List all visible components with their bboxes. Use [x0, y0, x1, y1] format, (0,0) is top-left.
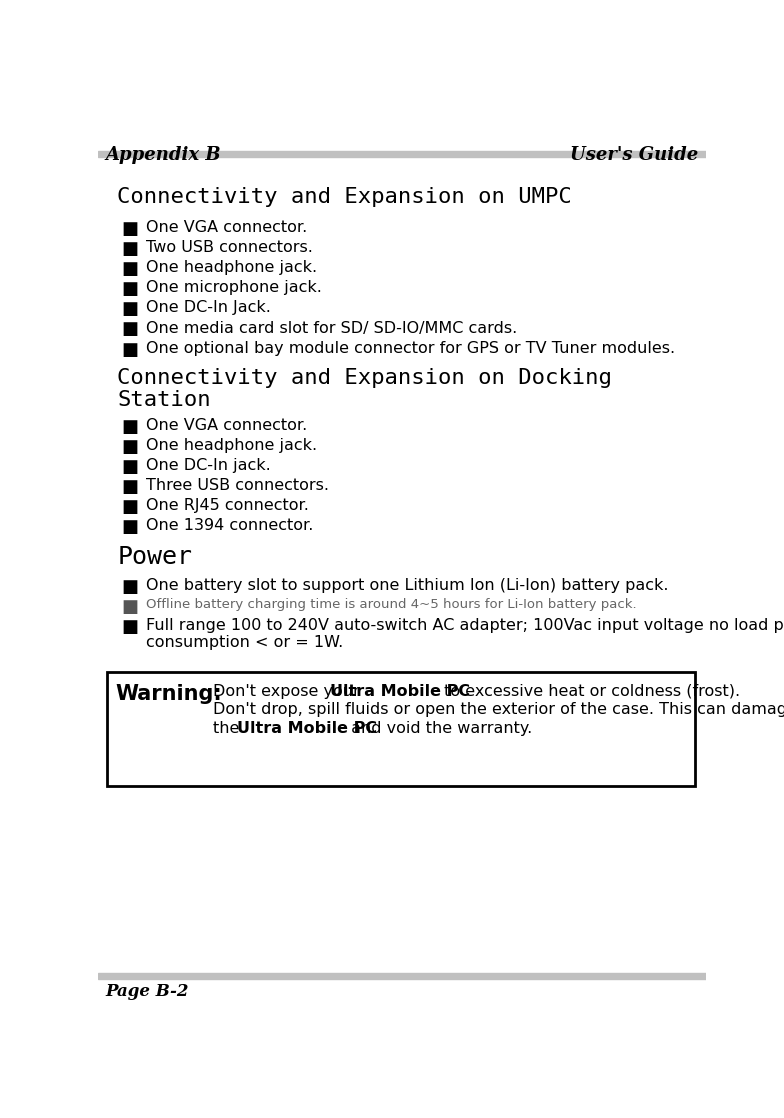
Text: Appendix B: Appendix B	[106, 146, 221, 164]
Bar	[98, 151, 706, 158]
Text: ■: ■	[122, 578, 138, 596]
Text: ■: ■	[122, 598, 138, 616]
Text: Connectivity and Expansion on Docking: Connectivity and Expansion on Docking	[118, 368, 612, 388]
Text: One DC-In jack.: One DC-In jack.	[146, 457, 270, 473]
Text: One DC-In Jack.: One DC-In Jack.	[146, 301, 271, 315]
Text: ■: ■	[122, 457, 138, 475]
Text: ■: ■	[122, 437, 138, 455]
Text: One headphone jack.: One headphone jack.	[146, 260, 318, 275]
Text: One media card slot for SD/ SD-IO/MMC cards.: One media card slot for SD/ SD-IO/MMC ca…	[146, 321, 517, 335]
Text: One microphone jack.: One microphone jack.	[146, 281, 322, 295]
Text: ■: ■	[122, 341, 138, 359]
Text: ■: ■	[122, 498, 138, 515]
Text: ■: ■	[122, 220, 138, 238]
Text: Don't expose your: Don't expose your	[212, 684, 365, 699]
Text: Full range 100 to 240V auto-switch AC adapter; 100Vac input voltage no load powe: Full range 100 to 240V auto-switch AC ad…	[146, 618, 784, 651]
Text: Ultra Mobile PC: Ultra Mobile PC	[237, 721, 377, 736]
Text: ■: ■	[122, 260, 138, 278]
Text: Three USB connectors.: Three USB connectors.	[146, 477, 329, 493]
Text: User's Guide: User's Guide	[570, 146, 698, 164]
Text: Ultra Mobile PC: Ultra Mobile PC	[330, 684, 470, 699]
Text: Connectivity and Expansion on UMPC: Connectivity and Expansion on UMPC	[118, 187, 572, 207]
Text: One VGA connector.: One VGA connector.	[146, 417, 307, 433]
Text: One headphone jack.: One headphone jack.	[146, 437, 318, 453]
Text: ■: ■	[122, 321, 138, 339]
Text: Power: Power	[118, 546, 192, 569]
Bar	[98, 973, 706, 979]
Text: to excessive heat or coldness (frost).: to excessive heat or coldness (frost).	[439, 684, 740, 699]
Text: ■: ■	[122, 281, 138, 299]
Text: Station: Station	[118, 390, 211, 410]
Text: One VGA connector.: One VGA connector.	[146, 220, 307, 236]
Text: ■: ■	[122, 477, 138, 495]
Text: Warning:: Warning:	[115, 684, 222, 704]
Text: One battery slot to support one Lithium Ion (Li-Ion) battery pack.: One battery slot to support one Lithium …	[146, 578, 669, 593]
Text: and void the warranty.: and void the warranty.	[346, 721, 532, 736]
Text: the: the	[212, 721, 244, 736]
Text: ■: ■	[122, 301, 138, 319]
Text: Offline battery charging time is around 4~5 hours for Li-Ion battery pack.: Offline battery charging time is around …	[146, 598, 637, 610]
Text: ■: ■	[122, 417, 138, 436]
Text: One optional bay module connector for GPS or TV Tuner modules.: One optional bay module connector for GP…	[146, 341, 675, 356]
Text: ■: ■	[122, 518, 138, 536]
Text: Two USB connectors.: Two USB connectors.	[146, 240, 313, 255]
Text: ■: ■	[122, 240, 138, 258]
Text: Don't drop, spill fluids or open the exterior of the case. This can damage: Don't drop, spill fluids or open the ext…	[212, 702, 784, 718]
Text: One RJ45 connector.: One RJ45 connector.	[146, 498, 309, 512]
Text: ■: ■	[122, 618, 138, 636]
Text: One 1394 connector.: One 1394 connector.	[146, 518, 314, 532]
Bar	[107, 672, 695, 786]
Text: Page B-2: Page B-2	[106, 984, 189, 1001]
